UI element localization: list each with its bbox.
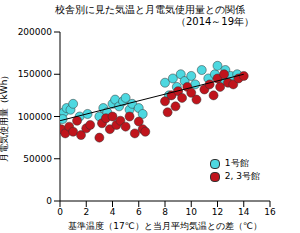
svg-text:100000: 100000 [18,112,53,122]
svg-text:8: 8 [162,207,168,217]
svg-text:10: 10 [186,207,198,217]
svg-text:基準温度（17℃）と当月平均気温との差（℃）: 基準温度（17℃）と当月平均気温との差（℃） [68,221,262,231]
html-text:1号館: 1号館 [224,158,249,168]
html-text:校舎別に見た気温と月電気使用量との関係: 校舎別に見た気温と月電気使用量との関係 [55,4,245,15]
svg-text:16: 16 [264,207,276,217]
svg-text:12: 12 [212,207,223,217]
svg-text:150000: 150000 [18,69,53,79]
svg-text:200000: 200000 [18,27,53,37]
svg-text:0: 0 [57,207,63,217]
svg-text:2: 2 [83,207,89,217]
svg-text:6: 6 [136,207,142,217]
svg-text:0: 0 [46,196,52,206]
svg-text:月電気使用量（kWh）: 月電気使用量（kWh） [8,71,9,163]
html-text:2, 3号館: 2, 3号館 [224,171,260,181]
svg-text:50000: 50000 [23,154,52,164]
svg-text:4: 4 [110,207,116,217]
svg-text:14: 14 [238,207,250,217]
html-text:（2014～19年）: （2014～19年） [175,16,255,27]
